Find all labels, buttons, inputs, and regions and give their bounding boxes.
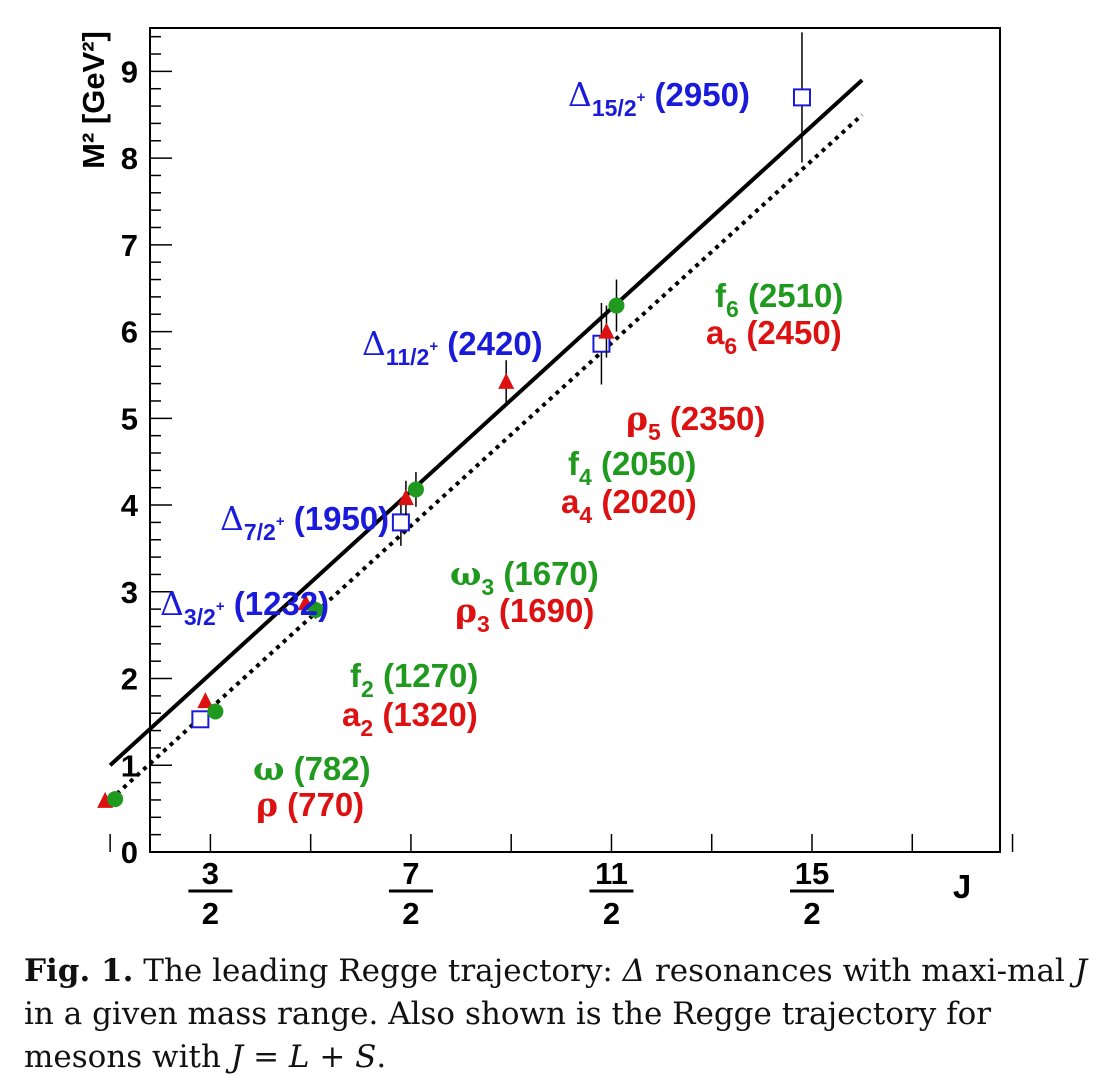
particle-label: Δ7/2+ (1950) — [220, 499, 389, 545]
a-meson-point — [397, 489, 414, 506]
caption-delta-symbol: Δ — [622, 953, 646, 989]
plot-frame — [149, 27, 1001, 853]
particle-label: f6 (2510) — [715, 277, 843, 322]
particle-label: Δ11/2+ (2420) — [362, 324, 543, 370]
particle-label: a6 (2450) — [706, 314, 842, 359]
y-tick-label: 5 — [121, 401, 138, 436]
x-tick-denominator: 2 — [402, 896, 419, 931]
a-meson-point — [598, 322, 615, 339]
delta-point — [391, 513, 410, 532]
figure-caption: Fig. 1. The leading Regge trajectory: Δ … — [24, 950, 1094, 1079]
f-meson-point — [407, 481, 424, 498]
caption-part-2: resonances with maxi-mal — [654, 953, 1065, 989]
figure-label: Fig. 1. — [24, 953, 134, 989]
y-tick-label: 6 — [121, 315, 138, 350]
regge-trajectory-chart: 0 1 2 3 4 5 6 7 8 9 3 2 7 2 11 2 15 2 J M² [GeV²] Δ3/2+ (123… — [76, 27, 1014, 931]
particle-label: ρ (770) — [256, 785, 364, 824]
x-axis-title: J — [953, 868, 971, 905]
y-tick-label: 7 — [121, 228, 138, 263]
x-tick-denominator: 2 — [603, 896, 620, 931]
caption-equation: J = L + S — [230, 1039, 377, 1075]
y-tick-label: 8 — [121, 141, 138, 176]
particle-label: Δ3/2+ (1232) — [160, 584, 329, 630]
delta-point — [792, 88, 811, 107]
particle-label: ρ5 (2350) — [626, 399, 765, 445]
y-tick-label: 3 — [121, 575, 138, 610]
y-tick-label: 9 — [121, 54, 138, 89]
x-tick-numerator: 3 — [202, 856, 219, 891]
y-tick-label: 4 — [121, 488, 139, 523]
particle-label: ω (782) — [253, 749, 371, 788]
a-meson-point — [498, 372, 515, 389]
f-meson-point — [107, 791, 124, 808]
x-tick-numerator: 11 — [595, 856, 628, 891]
y-tick-label: 1 — [121, 748, 138, 783]
particle-label: Δ15/2+ (2950) — [568, 75, 750, 121]
particle-label: f4 (2050) — [568, 445, 696, 490]
particle-label: a4 (2020) — [561, 483, 697, 528]
caption-j-symbol: J — [1074, 953, 1088, 989]
particle-label: a2 (1320) — [342, 696, 478, 741]
caption-part-3: in a given mass range. Also shown is the… — [24, 996, 992, 1075]
x-tick-denominator: 2 — [803, 896, 820, 931]
y-axis-title: M² [GeV²] — [76, 31, 111, 169]
caption-end: . — [376, 1039, 387, 1075]
meson-trajectory-line — [108, 113, 864, 802]
baryon-trajectory-line — [108, 78, 864, 767]
caption-part-1: The leading Regge trajectory: — [143, 953, 613, 989]
f-meson-point — [307, 602, 324, 619]
delta-point — [191, 710, 210, 729]
f-meson-point — [608, 297, 625, 314]
f-meson-point — [207, 703, 224, 720]
x-tick-numerator: 15 — [795, 856, 829, 891]
particle-label: f2 (1270) — [350, 657, 478, 702]
y-tick-label: 2 — [121, 662, 138, 697]
particle-label: ρ3 (1690) — [455, 591, 594, 637]
x-tick-denominator: 2 — [202, 896, 219, 931]
particle-label: ω3 (1670) — [450, 554, 599, 600]
y-tick-label: 0 — [121, 835, 138, 870]
x-tick-numerator: 7 — [402, 856, 419, 891]
a-meson-point — [197, 692, 214, 709]
